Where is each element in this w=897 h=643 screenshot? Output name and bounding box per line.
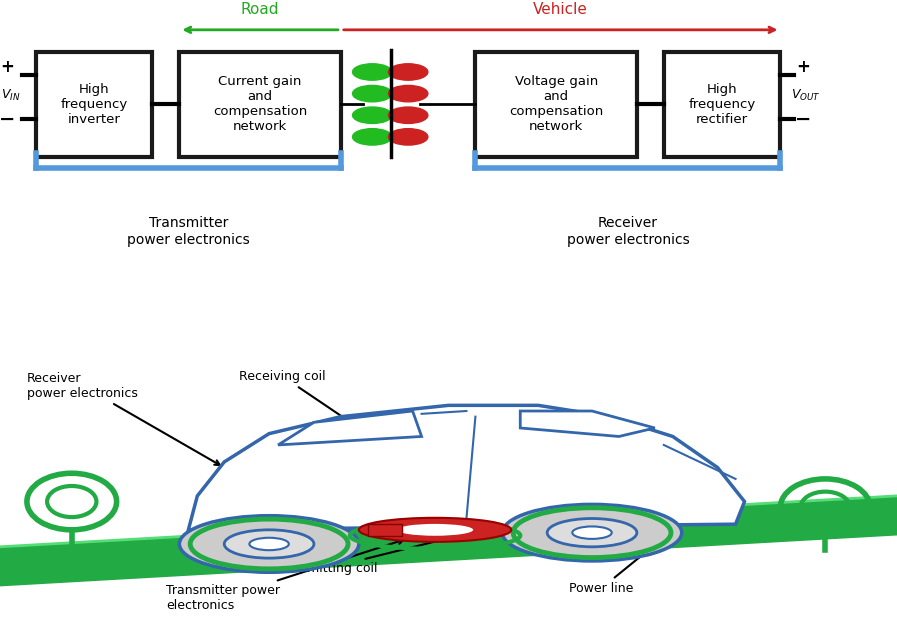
FancyBboxPatch shape <box>664 52 780 157</box>
Circle shape <box>547 518 637 547</box>
Text: Receiver
power electronics: Receiver power electronics <box>567 216 689 246</box>
Text: Transmitting coil: Transmitting coil <box>274 532 466 575</box>
Polygon shape <box>520 411 655 437</box>
Text: High
frequency
inverter: High frequency inverter <box>61 83 127 126</box>
Circle shape <box>388 129 428 145</box>
Circle shape <box>388 107 428 123</box>
Text: Voltage gain
and
compensation
network: Voltage gain and compensation network <box>509 75 604 134</box>
Text: −: − <box>0 110 15 129</box>
Text: −: − <box>795 110 811 129</box>
Text: Power line: Power line <box>569 519 687 595</box>
Circle shape <box>353 107 392 123</box>
Circle shape <box>249 538 289 550</box>
Text: Road: Road <box>241 2 279 17</box>
Circle shape <box>353 129 392 145</box>
Text: Transmitter
power electronics: Transmitter power electronics <box>127 216 249 246</box>
Ellipse shape <box>359 518 511 542</box>
Polygon shape <box>188 405 745 530</box>
Text: Vehicle: Vehicle <box>533 2 588 17</box>
Text: +: + <box>796 58 810 76</box>
Text: Transmitter power
electronics: Transmitter power electronics <box>166 539 404 612</box>
Polygon shape <box>278 411 422 445</box>
Circle shape <box>388 86 428 102</box>
Ellipse shape <box>396 524 473 536</box>
Text: $V_{IN}$: $V_{IN}$ <box>1 87 21 103</box>
Text: High
frequency
rectifier: High frequency rectifier <box>689 83 755 126</box>
FancyBboxPatch shape <box>179 52 341 157</box>
Polygon shape <box>0 496 897 586</box>
Circle shape <box>353 86 392 102</box>
Text: Current gain
and
compensation
network: Current gain and compensation network <box>213 75 308 134</box>
Text: Receiver
power electronics: Receiver power electronics <box>27 372 220 465</box>
Bar <box>368 523 402 536</box>
Text: +: + <box>0 58 14 76</box>
Circle shape <box>179 516 359 572</box>
FancyBboxPatch shape <box>475 52 637 157</box>
Circle shape <box>224 530 314 558</box>
Text: Receiving coil: Receiving coil <box>239 370 422 471</box>
Circle shape <box>502 504 682 561</box>
Text: $V_{OUT}$: $V_{OUT}$ <box>790 87 821 103</box>
FancyBboxPatch shape <box>36 52 152 157</box>
Circle shape <box>388 64 428 80</box>
Circle shape <box>353 64 392 80</box>
Circle shape <box>572 527 612 539</box>
